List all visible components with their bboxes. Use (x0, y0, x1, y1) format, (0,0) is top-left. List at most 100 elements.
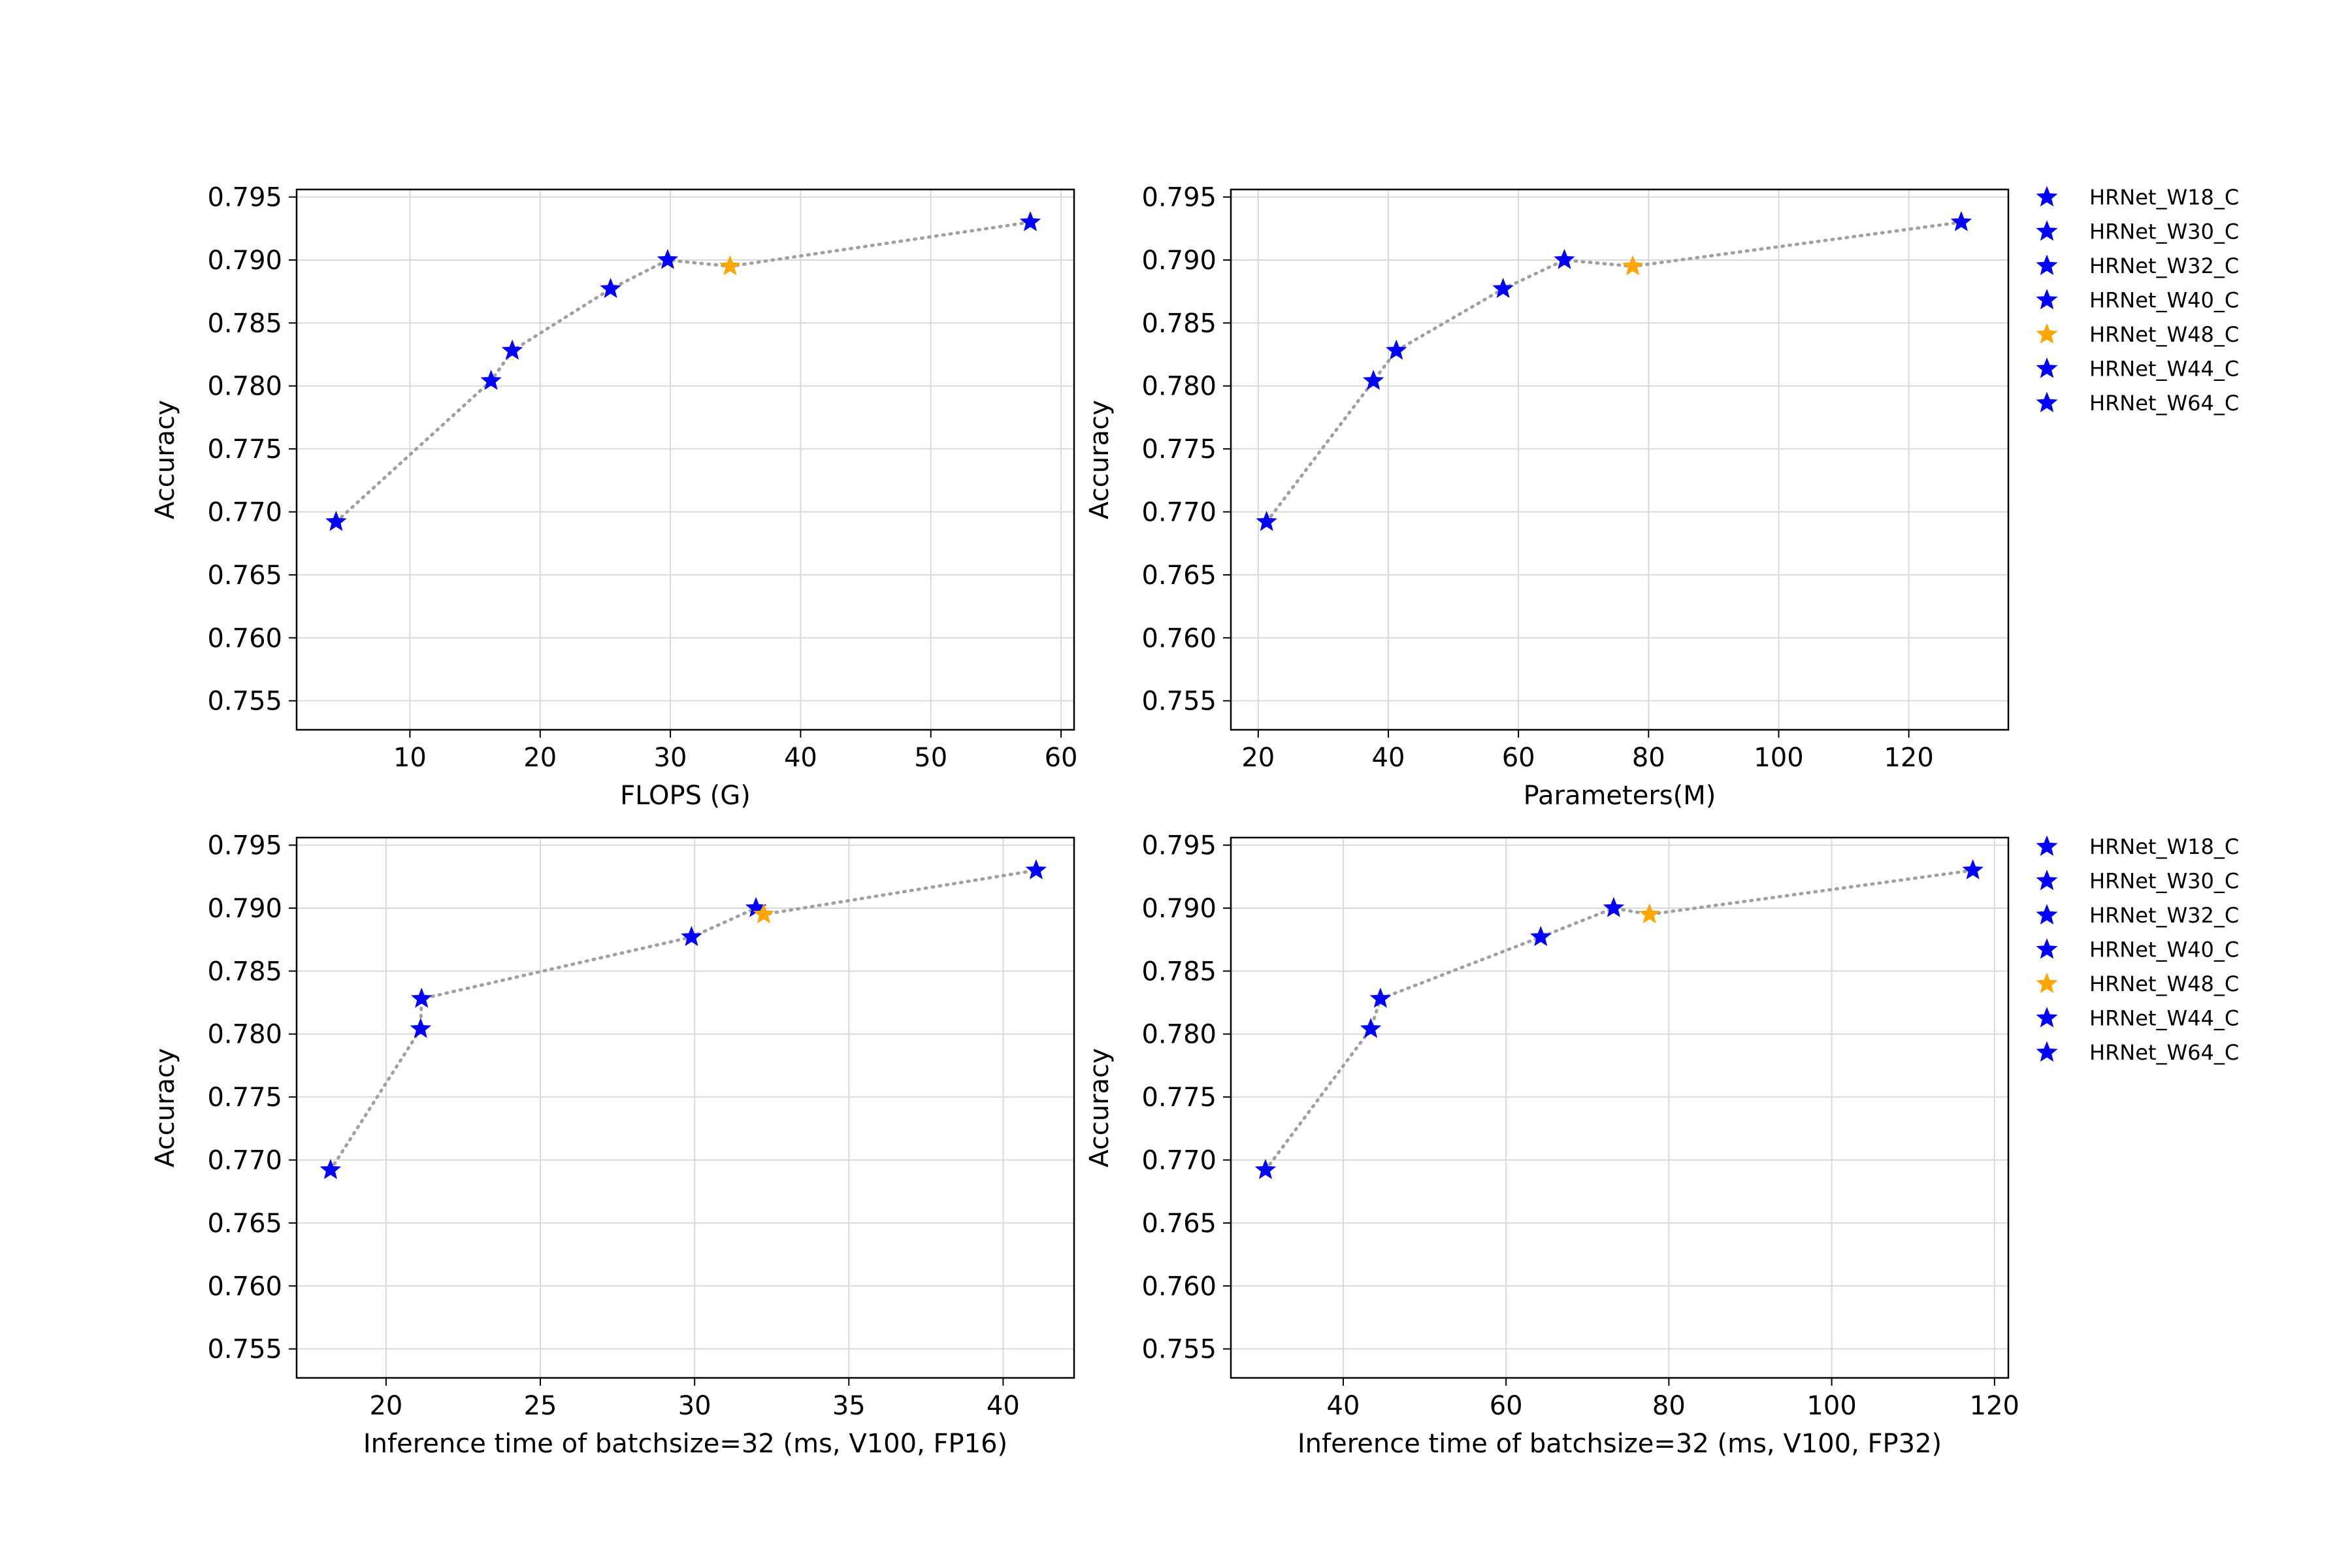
data-point-hrnet-w40-c (681, 926, 702, 947)
data-point-hrnet-w64-c (1025, 859, 1047, 879)
x-tick-label: 20 (523, 743, 557, 773)
legend-item: HRNet_W32_C (2036, 903, 2239, 928)
legend-item: HRNet_W40_C (2036, 288, 2239, 313)
y-tick-label: 0.780 (207, 372, 282, 402)
y-tick-label: 0.775 (1141, 434, 1217, 465)
y-tick-label: 0.765 (207, 1209, 282, 1239)
x-tick-label: 60 (1490, 1391, 1523, 1421)
legend-item: HRNet_W18_C (2036, 834, 2239, 859)
legend-label: HRNet_W44_C (2089, 1006, 2239, 1031)
x-tick-label: 20 (1241, 743, 1275, 773)
x-tick-label: 120 (1884, 743, 1933, 773)
y-tick-label: 0.795 (1141, 183, 1217, 213)
data-point-hrnet-w40-c (600, 278, 621, 299)
legend-label: HRNet_W32_C (2089, 903, 2239, 928)
y-tick-label: 0.765 (1141, 561, 1217, 591)
legend-item: HRNet_W64_C (2036, 391, 2239, 416)
data-point-hrnet-w64-c (1962, 859, 1984, 879)
legend-item: HRNet_W48_C (2036, 322, 2239, 347)
y-axis-label: Accuracy (1085, 400, 1115, 519)
data-point-hrnet-w30-c (1362, 369, 1384, 390)
data-point-hrnet-w18-c (325, 510, 347, 531)
y-tick-label: 0.785 (1141, 956, 1217, 987)
legend-item: HRNet_W64_C (2036, 1040, 2239, 1065)
legend-label: HRNet_W44_C (2089, 357, 2239, 382)
y-tick-label: 0.790 (207, 246, 282, 276)
series-line (329, 868, 1038, 1172)
y-tick-label: 0.775 (207, 434, 282, 465)
legend-label: HRNet_W18_C (2089, 834, 2239, 859)
y-tick-label: 0.760 (1141, 1271, 1217, 1301)
data-point-hrnet-w32-c (411, 987, 433, 1008)
y-tick-label: 0.755 (1141, 1335, 1217, 1365)
y-tick-label: 0.770 (207, 1146, 282, 1176)
legend-marker-star-icon (2036, 1041, 2058, 1062)
legend-label: HRNet_W40_C (2089, 288, 2239, 313)
y-tick-label: 0.790 (1141, 894, 1217, 924)
x-tick-label: 40 (1327, 1391, 1360, 1421)
y-tick-label: 0.790 (207, 894, 282, 924)
legend-marker-star-icon (2036, 1007, 2058, 1028)
legend-label: HRNet_W48_C (2089, 322, 2239, 347)
x-tick-label: 50 (914, 743, 947, 773)
legend-item: HRNet_W40_C (2036, 938, 2239, 962)
x-tick-label: 40 (1372, 743, 1405, 773)
legend-marker-star-icon (2036, 972, 2058, 994)
legend-item: HRNet_W44_C (2036, 1006, 2239, 1031)
y-tick-label: 0.795 (207, 831, 282, 861)
y-tick-label: 0.785 (207, 308, 282, 338)
x-tick-label: 60 (1045, 743, 1078, 773)
legend-label: HRNet_W40_C (2089, 938, 2239, 962)
legend-item: HRNet_W32_C (2036, 253, 2239, 278)
legend-label: HRNet_W32_C (2089, 253, 2239, 278)
data-point-hrnet-w18-c (1256, 510, 1277, 531)
chart-panel-1: 10 20 30 40 50 60 0.755 0.760 0.765 0.770 0.775 0.7… (150, 183, 1078, 811)
x-tick-label: 60 (1502, 743, 1535, 773)
x-tick-label: 120 (1970, 1391, 2019, 1421)
x-tick-label: 25 (524, 1391, 557, 1421)
plot-frame (1230, 188, 2010, 731)
y-tick-label: 0.755 (207, 1335, 282, 1365)
y-axis-label: Accuracy (1085, 1048, 1115, 1168)
data-point-hrnet-w18-c (319, 1158, 342, 1179)
y-axis-label: Accuracy (150, 1048, 180, 1168)
x-axis-label: Inference time of batchsize=32 (ms, V100… (1298, 1429, 1942, 1459)
legend-marker-star-icon (2036, 391, 2058, 413)
plot-frame (295, 188, 1075, 731)
y-tick-label: 0.755 (207, 687, 282, 717)
legend-item: HRNet_W18_C (2036, 185, 2239, 210)
plot-frame (1230, 836, 2010, 1379)
y-tick-label: 0.780 (1141, 372, 1217, 402)
data-point-hrnet-w32-c (1369, 987, 1392, 1008)
data-point-hrnet-w40-c (1492, 278, 1514, 299)
x-tick-label: 40 (987, 1391, 1020, 1421)
y-tick-label: 0.785 (1141, 308, 1217, 338)
x-tick-label: 30 (678, 1391, 711, 1421)
x-tick-label: 80 (1652, 1391, 1686, 1421)
legend-label: HRNet_W30_C (2089, 220, 2239, 244)
data-point-hrnet-w64-c (1019, 211, 1041, 231)
y-tick-label: 0.765 (207, 561, 282, 591)
y-tick-label: 0.785 (207, 956, 282, 987)
data-point-hrnet-w30-c (1360, 1017, 1382, 1038)
data-point-hrnet-w48-c (1622, 255, 1644, 276)
data-point-hrnet-w44-c (657, 248, 679, 269)
y-tick-label: 0.795 (207, 183, 282, 213)
legend-marker-star-icon (2036, 186, 2058, 207)
data-point-hrnet-w48-c (753, 903, 775, 924)
x-tick-label: 30 (654, 743, 687, 773)
series-line (1265, 220, 1963, 524)
legend-item: HRNet_W48_C (2036, 972, 2239, 996)
x-tick-label: 100 (1806, 1391, 1856, 1421)
data-point-hrnet-w32-c (501, 339, 523, 360)
x-tick-label: 40 (784, 743, 817, 773)
x-axis-label: Parameters(M) (1524, 781, 1716, 811)
legend-marker-star-icon (2036, 938, 2058, 959)
data-point-hrnet-w18-c (1254, 1158, 1277, 1179)
y-tick-label: 0.760 (207, 623, 282, 653)
x-tick-label: 80 (1632, 743, 1665, 773)
data-point-hrnet-w30-c (480, 369, 502, 390)
legend-item: HRNet_W44_C (2036, 357, 2239, 382)
y-axis-label: Accuracy (150, 400, 180, 519)
